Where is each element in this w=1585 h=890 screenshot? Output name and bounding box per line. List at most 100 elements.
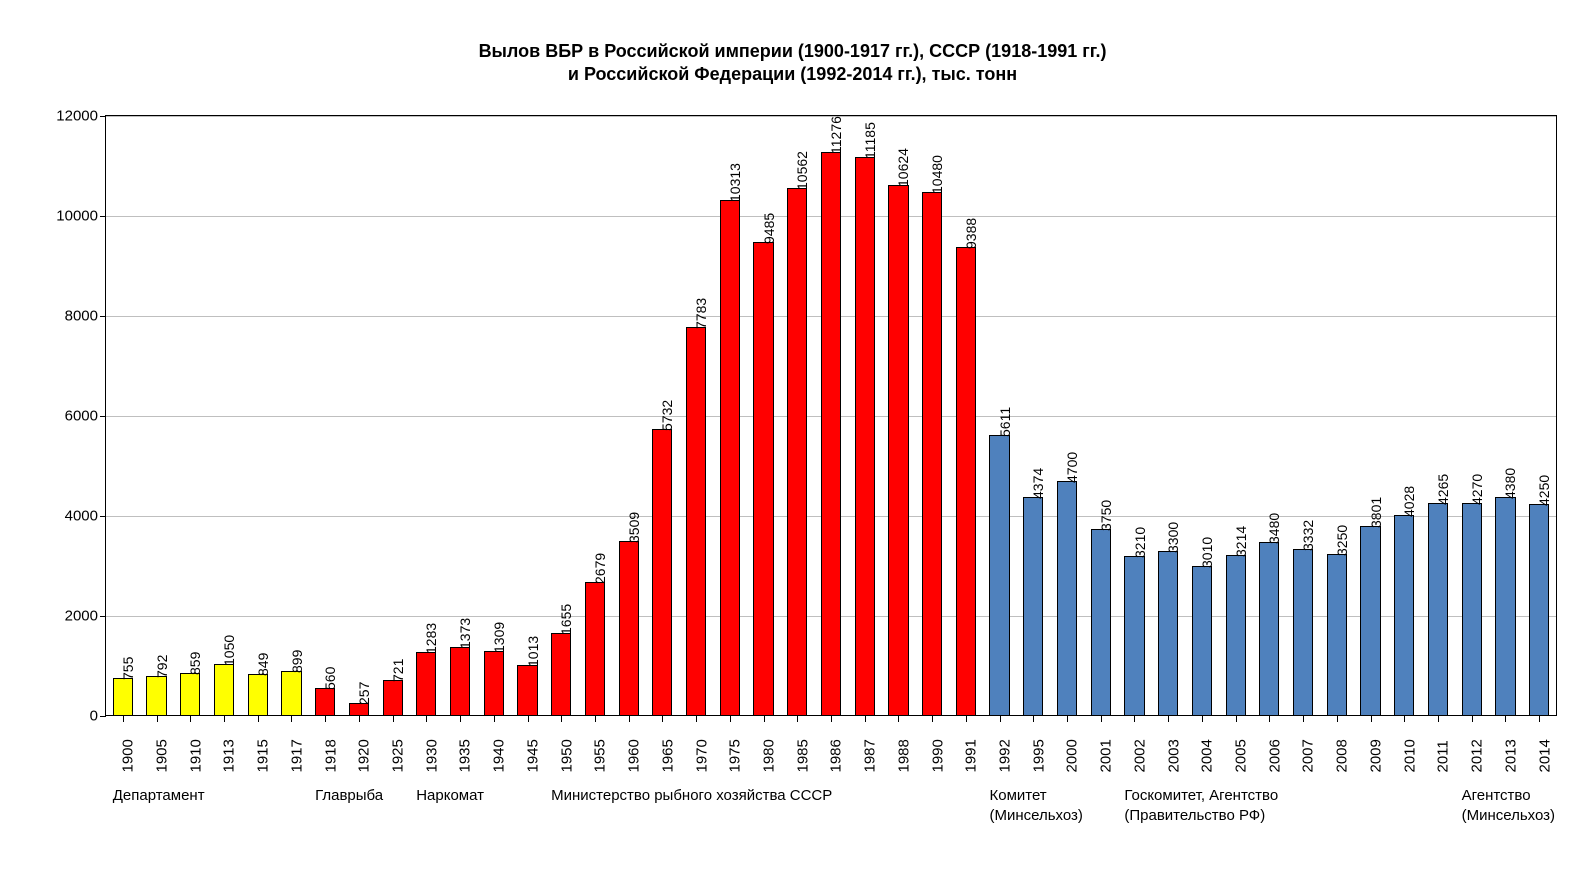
x-tick (932, 716, 933, 722)
category-group-label-line: Главрыба (315, 786, 383, 806)
x-tick (561, 716, 562, 722)
x-tick (1168, 716, 1169, 722)
bar-value-label: 3010 (1199, 536, 1215, 567)
x-year-label: 1965 (659, 739, 676, 772)
bar (1462, 503, 1482, 717)
bar (922, 192, 942, 716)
bar (989, 435, 1009, 716)
category-group-label-line: Министерство рыбного хозяйства СССР (551, 786, 832, 806)
x-year-label: 1900 (120, 739, 137, 772)
x-year-label: 2000 (1064, 739, 1081, 772)
bar (484, 651, 504, 716)
bar-value-label: 1309 (491, 621, 507, 652)
bar (1495, 497, 1515, 716)
category-group-label: Главрыба (315, 786, 383, 806)
y-tick-label: 8000 (65, 308, 106, 325)
x-tick (1472, 716, 1473, 722)
bar (416, 652, 436, 716)
bar (281, 671, 301, 716)
category-group-label: Агентство(Минсельхоз) (1462, 786, 1555, 825)
bar-value-label: 4700 (1064, 452, 1080, 483)
bar-value-label: 10480 (929, 155, 945, 194)
x-year-label: 1905 (153, 739, 170, 772)
bar (1226, 555, 1246, 716)
bar (619, 541, 639, 716)
x-year-label: 2006 (1266, 739, 1283, 772)
category-group-label-line: Департамент (113, 786, 205, 806)
bar (956, 247, 976, 716)
bar-value-label: 3801 (1368, 497, 1384, 528)
y-tick-label: 4000 (65, 508, 106, 525)
bar-value-label: 1655 (558, 604, 574, 635)
x-year-label: 2011 (1435, 740, 1452, 772)
x-tick (123, 716, 124, 722)
y-tick-label: 2000 (65, 608, 106, 625)
x-year-label: 2005 (1233, 739, 1250, 772)
x-tick (224, 716, 225, 722)
chart-title: Вылов ВБР в Российской империи (1900-191… (0, 40, 1585, 85)
bar (113, 678, 133, 716)
bar-value-label: 11185 (862, 122, 878, 159)
bar-value-label: 3214 (1233, 526, 1249, 557)
x-tick (1269, 716, 1270, 722)
bar (1192, 566, 1212, 717)
x-tick (190, 716, 191, 722)
bar-value-label: 10562 (794, 151, 810, 190)
bar-value-label: 1050 (221, 634, 237, 665)
x-year-label: 1975 (727, 739, 744, 772)
x-tick (662, 716, 663, 722)
x-tick (1438, 716, 1439, 722)
x-year-label: 1991 (963, 739, 980, 772)
x-year-label: 2004 (1199, 739, 1216, 772)
y-tick-label: 12000 (56, 108, 106, 125)
bar-value-label: 849 (255, 652, 271, 675)
x-tick (1371, 716, 1372, 722)
x-year-label: 1970 (693, 739, 710, 772)
x-tick (426, 716, 427, 722)
bar (888, 185, 908, 716)
x-year-label: 2009 (1367, 739, 1384, 772)
bar-value-label: 9388 (963, 217, 979, 248)
bar (1158, 551, 1178, 716)
x-year-label: 1940 (491, 739, 508, 772)
category-group-label: Наркомат (416, 786, 484, 806)
x-year-label: 2007 (1300, 739, 1317, 772)
bar-value-label: 3480 (1266, 513, 1282, 544)
x-tick (359, 716, 360, 722)
bar-value-label: 4250 (1536, 474, 1552, 505)
category-group-label-line: Госкомитет, Агентство (1124, 786, 1278, 806)
x-year-label: 2012 (1469, 739, 1486, 772)
bar-value-label: 9485 (761, 213, 777, 244)
bar-value-label: 257 (356, 682, 372, 705)
x-year-label: 1992 (997, 739, 1014, 772)
x-tick (1000, 716, 1001, 722)
bar-value-label: 4380 (1502, 468, 1518, 499)
category-group-label: Госкомитет, Агентство(Правительство РФ) (1124, 786, 1278, 825)
bar (315, 688, 335, 716)
bar-value-label: 755 (120, 657, 136, 680)
bar (180, 673, 200, 716)
bar-value-label: 3332 (1300, 520, 1316, 551)
bar (1259, 542, 1279, 716)
x-year-label: 1960 (626, 739, 643, 772)
x-year-label: 1910 (187, 739, 204, 772)
y-tick-label: 10000 (56, 208, 106, 225)
bar (1293, 549, 1313, 716)
chart-title-line1: Вылов ВБР в Российской империи (1900-191… (479, 41, 1107, 61)
x-year-label: 1930 (423, 739, 440, 772)
bar (146, 676, 166, 716)
bar-value-label: 859 (187, 652, 203, 675)
x-year-label: 1995 (1030, 739, 1047, 772)
x-year-label: 2008 (1334, 739, 1351, 772)
bar-value-label: 721 (390, 659, 406, 682)
x-year-label: 1985 (794, 739, 811, 772)
bar-value-label: 4265 (1435, 474, 1451, 505)
chart-container: Вылов ВБР в Российской империи (1900-191… (0, 0, 1585, 890)
x-year-label: 1920 (356, 739, 373, 772)
x-tick (764, 716, 765, 722)
bar (1057, 481, 1077, 716)
x-tick (393, 716, 394, 722)
bar-value-label: 5732 (659, 400, 675, 431)
bar (1360, 526, 1380, 716)
bar (214, 664, 234, 717)
